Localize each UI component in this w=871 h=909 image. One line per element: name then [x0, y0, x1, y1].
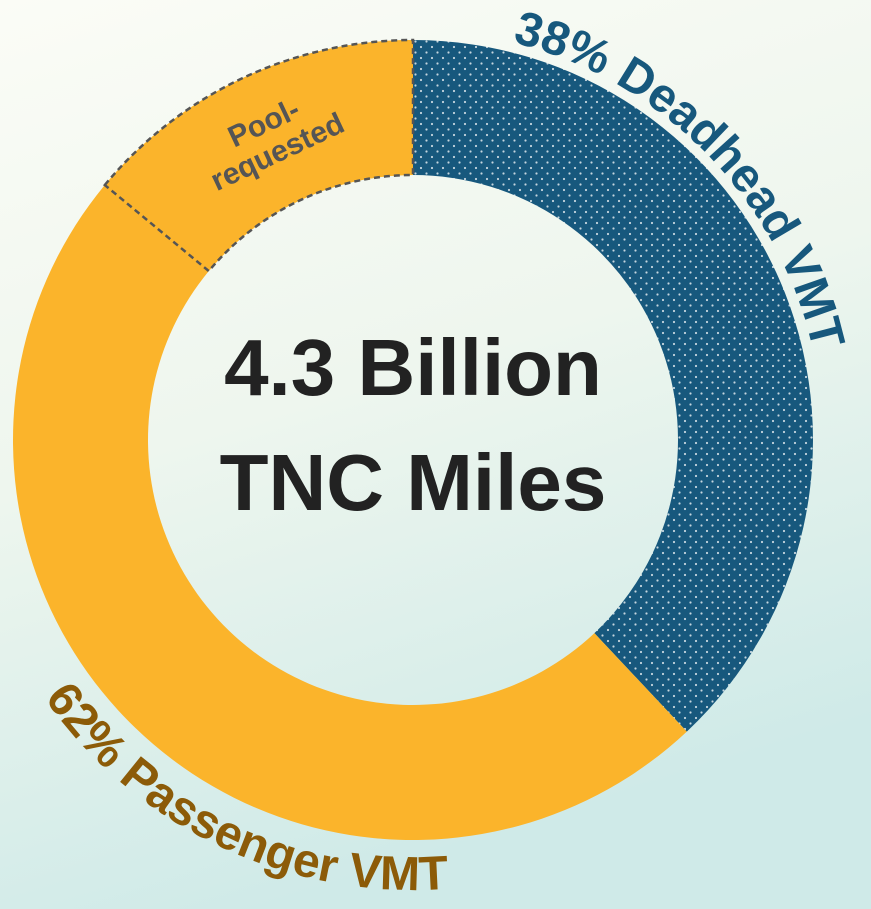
donut-segment: [413, 40, 813, 732]
center-title: TNC Miles: [220, 438, 607, 527]
center-title: 4.3 Billion: [224, 323, 602, 412]
subsegment-outline: [103, 38, 415, 273]
